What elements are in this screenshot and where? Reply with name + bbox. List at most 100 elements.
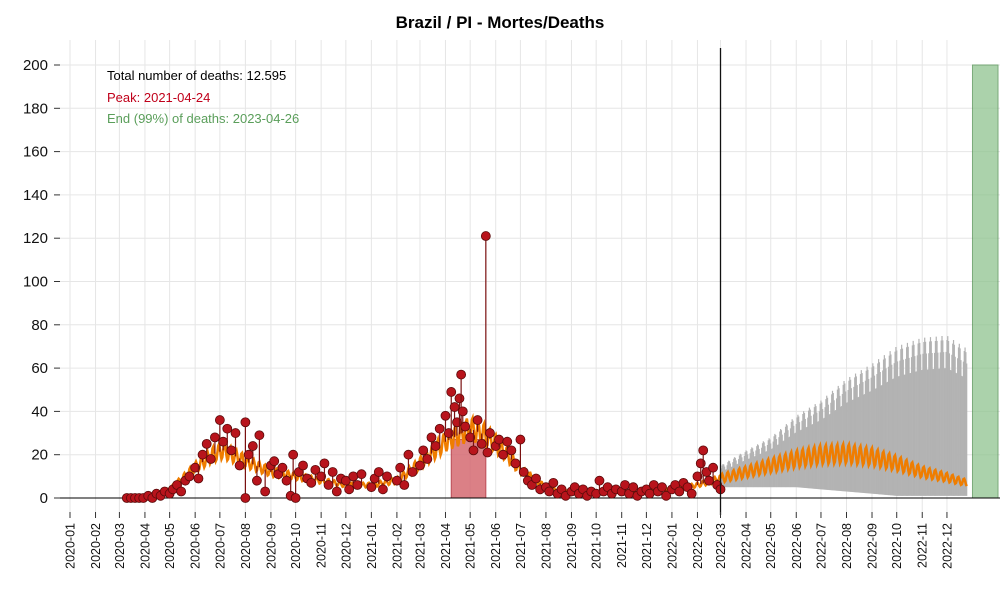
daily-death-point: [218, 436, 229, 447]
y-tick-label: 40: [31, 403, 48, 420]
daily-death-point: [298, 460, 308, 471]
daily-death-point: [193, 473, 204, 484]
y-tick-label: 160: [23, 144, 48, 161]
daily-death-point: [518, 467, 529, 477]
daily-death-point: [226, 445, 237, 456]
daily-death-point: [494, 434, 504, 445]
daily-death-point: [310, 464, 321, 475]
x-tick-label: 2021-01: [365, 523, 379, 569]
daily-death-point: [222, 423, 233, 434]
peak-band: [450, 439, 487, 499]
x-tick-label: 2020-01: [64, 523, 78, 569]
end-annotation: End (99%) of deaths: 2023-04-26: [107, 111, 300, 126]
daily-death-point: [281, 475, 292, 486]
x-tick-label: 2022-04: [740, 523, 754, 569]
x-tick-label: 2020-07: [213, 523, 227, 569]
daily-death-point: [472, 415, 483, 425]
daily-death-point: [426, 432, 437, 443]
daily-death-point: [544, 486, 555, 497]
daily-death-point: [260, 486, 271, 497]
chart-title: Brazil / PI - Mortes/Deaths: [395, 13, 605, 32]
daily-death-point: [468, 445, 479, 456]
x-tick-label: 2021-07: [514, 523, 528, 569]
y-tick-label: 140: [23, 187, 48, 204]
daily-death-point: [548, 477, 559, 488]
x-axis: 2020-01 2020-02 2020-03 2020-04 2020-05 2020-…: [64, 512, 954, 569]
daily-death-point: [252, 475, 262, 486]
daily-death-point: [510, 458, 521, 469]
daily-death-point: [316, 471, 327, 482]
daily-death-point: [418, 445, 429, 456]
x-tick-label: 2020-11: [315, 523, 329, 568]
y-tick-label: 180: [23, 100, 48, 117]
daily-death-point: [443, 428, 454, 438]
daily-death-point: [201, 438, 212, 449]
daily-death-point: [482, 447, 493, 458]
y-tick-label: 80: [31, 317, 48, 334]
x-tick-label: 2021-04: [439, 523, 453, 569]
daily-death-point: [440, 410, 451, 421]
y-tick-label: 100: [23, 274, 48, 291]
total-deaths-annotation: Total number of deaths: 12.595: [107, 68, 287, 83]
daily-death-point: [277, 462, 288, 473]
daily-death-point: [708, 462, 718, 473]
daily-death-point: [340, 475, 351, 486]
daily-death-point: [644, 488, 655, 499]
daily-death-point: [434, 423, 445, 434]
peak-annotation: Peak: 2021-04-24: [107, 90, 211, 105]
daily-death-point: [399, 480, 410, 490]
daily-death-point: [449, 402, 460, 412]
x-tick-label: 2021-12: [640, 523, 654, 569]
y-tick-label: 0: [40, 490, 48, 507]
daily-death-point: [288, 449, 299, 460]
y-tick-label: 60: [31, 360, 48, 377]
daily-death-point: [452, 417, 462, 428]
daily-death-point: [454, 393, 465, 404]
daily-death-point: [269, 456, 280, 467]
daily-death-point: [594, 475, 605, 486]
daily-death-point: [692, 471, 703, 482]
daily-death-point: [247, 441, 258, 451]
x-tick-label: 2020-08: [239, 523, 253, 569]
x-tick-label: 2022-07: [814, 523, 828, 569]
daily-death-point: [457, 406, 468, 417]
x-tick-label: 2021-02: [390, 523, 404, 569]
daily-death-point: [190, 462, 201, 473]
daily-death-point: [319, 458, 330, 469]
x-tick-label: 2021-08: [539, 523, 553, 569]
daily-death-point: [243, 449, 254, 460]
daily-death-point: [446, 387, 457, 397]
x-tick-label: 2021-03: [413, 523, 427, 569]
x-tick-label: 2021-09: [565, 523, 579, 569]
daily-death-point: [695, 458, 706, 469]
x-tick-label: 2022-08: [840, 523, 854, 569]
daily-death-point: [373, 467, 384, 477]
daily-death-point: [498, 449, 509, 460]
y-tick-label: 20: [31, 447, 48, 464]
daily-death-point: [378, 484, 388, 495]
daily-death-point: [407, 467, 418, 477]
x-tick-label: 2020-03: [113, 523, 127, 569]
daily-death-point: [366, 482, 377, 493]
x-tick-label: 2020-06: [189, 523, 203, 569]
daily-death-point: [502, 436, 513, 447]
daily-death-point: [531, 473, 541, 484]
daily-death-point: [254, 430, 265, 441]
daily-death-point: [403, 449, 414, 460]
daily-death-point: [657, 482, 667, 493]
daily-death-point: [290, 493, 301, 503]
daily-death-point: [391, 475, 402, 486]
daily-death-point: [476, 438, 487, 449]
x-tick-label: 2020-04: [138, 523, 152, 569]
daily-death-point: [331, 486, 342, 497]
daily-death-point: [214, 415, 225, 425]
daily-death-point: [344, 484, 355, 495]
x-tick-label: 2022-01: [665, 523, 679, 569]
x-tick-label: 2022-11: [916, 523, 930, 568]
daily-death-point: [628, 482, 639, 493]
daily-death-point: [382, 471, 392, 482]
daily-death-point: [184, 471, 195, 482]
daily-death-point: [704, 475, 714, 486]
band-layer: [450, 64, 999, 499]
